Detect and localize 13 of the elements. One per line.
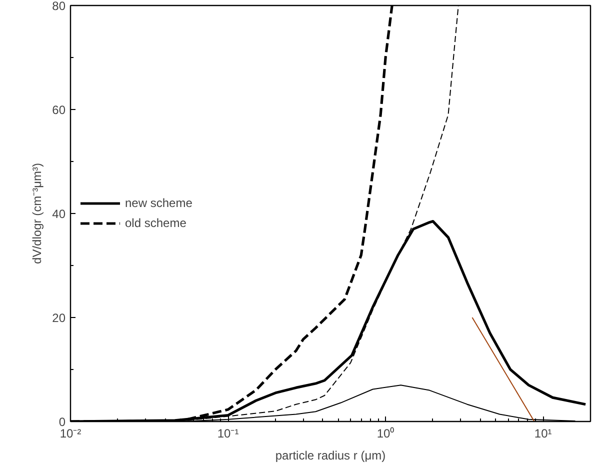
y-tick-label: 0 bbox=[58, 415, 66, 429]
x-tick-label: 10⁰ bbox=[376, 426, 394, 440]
x-axis-title: particle radius r (μm) bbox=[275, 448, 386, 462]
legend-label: old scheme bbox=[125, 216, 186, 230]
y-tick-label: 80 bbox=[52, 0, 66, 13]
y-tick-label: 20 bbox=[52, 311, 66, 325]
legend-label: new scheme bbox=[125, 196, 192, 210]
x-tick-label: 10⁻¹ bbox=[217, 426, 239, 440]
y-tick-label: 60 bbox=[52, 103, 66, 117]
x-tick-label: 10¹ bbox=[534, 426, 552, 440]
x-tick-label: 10⁻² bbox=[60, 426, 82, 440]
y-tick-label: 40 bbox=[52, 207, 66, 221]
y-axis-title: dV/dlogr (cm⁻³μm³) bbox=[30, 163, 44, 264]
